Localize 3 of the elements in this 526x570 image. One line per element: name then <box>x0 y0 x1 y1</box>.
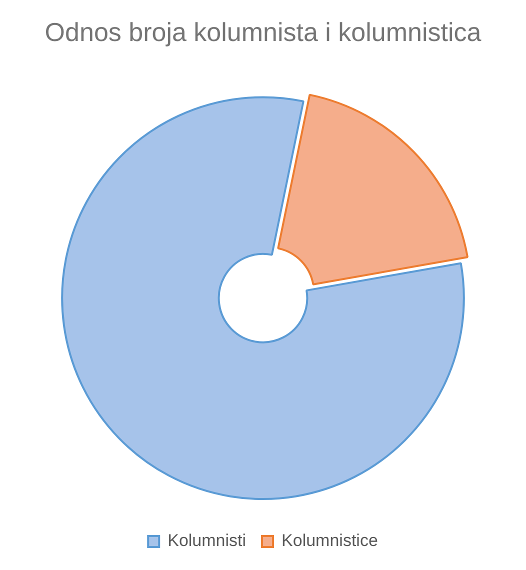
legend-label: Kolumnistice <box>282 531 378 550</box>
chart-title: Odnos broja kolumnista i kolumnistica <box>44 16 482 47</box>
legend-label: Kolumnisti <box>168 531 246 550</box>
